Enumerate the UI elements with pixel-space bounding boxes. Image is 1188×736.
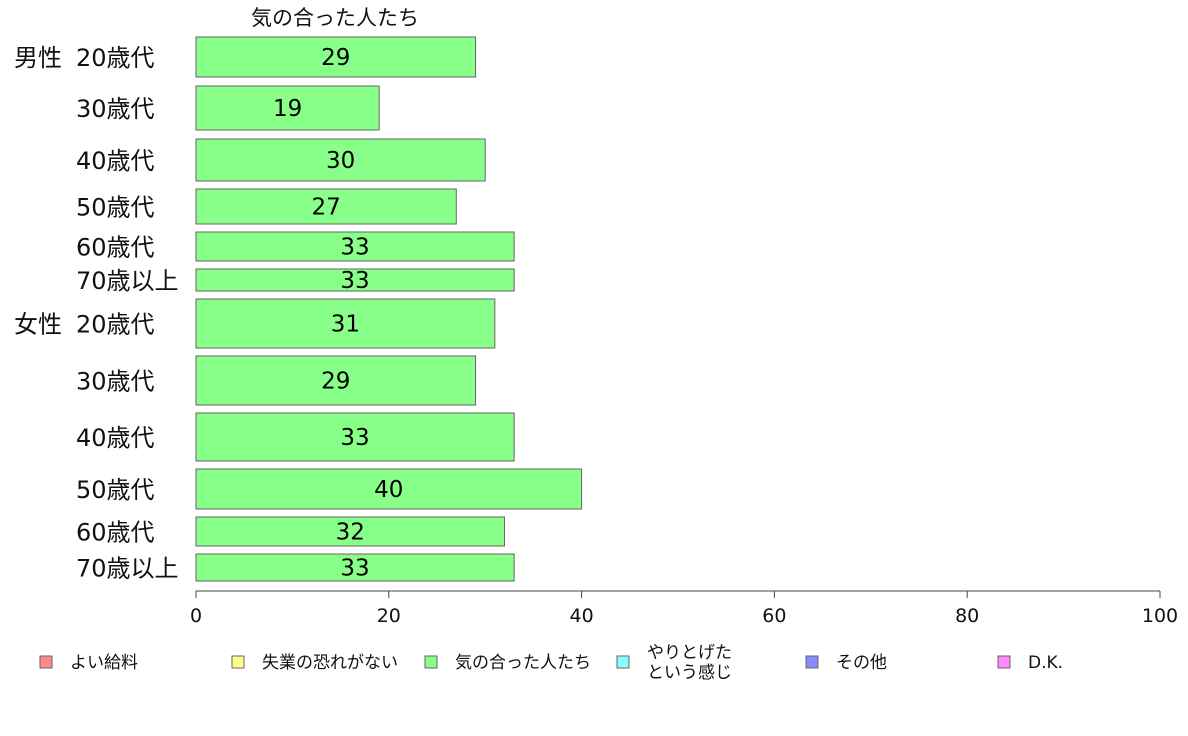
data-label: 33 [340,556,369,582]
x-axis: 0 20 40 60 80 100 [190,590,1178,627]
bar [195,468,583,510]
x-tick-label: 0 [190,605,202,627]
legend-label: 失業の恐れがない [262,653,398,673]
x-tick-label: 100 [1142,605,1178,627]
category-label: 50歳代 [76,194,155,222]
group-label: 女性 [14,311,62,339]
data-label: 31 [331,312,360,338]
bar [195,231,515,262]
category-label: 40歳代 [76,424,155,452]
legend-label: やりとげたという感じ [647,643,732,683]
bar [195,85,380,131]
category-label: 50歳代 [76,476,155,504]
x-tick-label: 80 [955,605,979,627]
legend: よい給料 失業の恐れがない 気の合った人たち やりとげたという感じ その他 D.K. [39,643,1063,683]
data-label: 33 [340,235,369,261]
data-label: 32 [336,520,365,546]
legend-label: よい給料 [70,653,138,673]
data-label: 33 [340,268,369,294]
legend-swatch [997,655,1011,669]
legend-swatch [805,655,819,669]
bar [195,36,477,78]
data-label: 40 [374,477,403,503]
data-label: 33 [340,425,369,451]
data-label: 19 [273,96,302,122]
category-label: 20歳代 [76,311,155,339]
legend-swatch [39,655,53,669]
bar [195,412,515,462]
data-label: 27 [311,195,340,221]
group-label: 男性 [14,44,62,72]
category-label: 60歳代 [76,519,155,547]
data-label: 30 [326,148,355,174]
bar [195,516,505,547]
legend-label: 気の合った人たち [455,653,591,673]
x-tick-label: 20 [377,605,401,627]
bar [195,355,477,406]
x-tick-label: 60 [762,605,786,627]
legend-label: その他 [836,653,887,673]
category-label: 70歳以上 [76,555,179,583]
category-label: 40歳代 [76,147,155,175]
category-label: 70歳以上 [76,267,179,295]
category-label: 30歳代 [76,95,155,123]
data-label: 29 [321,369,350,395]
bar [195,268,515,292]
category-label: 20歳代 [76,44,155,72]
category-label: 30歳代 [76,368,155,396]
category-label: 60歳代 [76,234,155,262]
bar [195,298,496,349]
bar [195,553,515,582]
bar [195,188,457,225]
bars-layer: 2920歳代男性1930歳代3040歳代2750歳代3360歳代3370歳以上3… [14,36,583,583]
legend-label: D.K. [1028,653,1063,673]
legend-swatch [231,655,245,669]
bar [195,138,486,182]
x-tick-label: 40 [570,605,594,627]
data-label: 29 [321,45,350,71]
legend-swatch [616,655,630,669]
chart-title: 気の合った人たち [251,6,419,30]
legend-swatch [424,655,438,669]
